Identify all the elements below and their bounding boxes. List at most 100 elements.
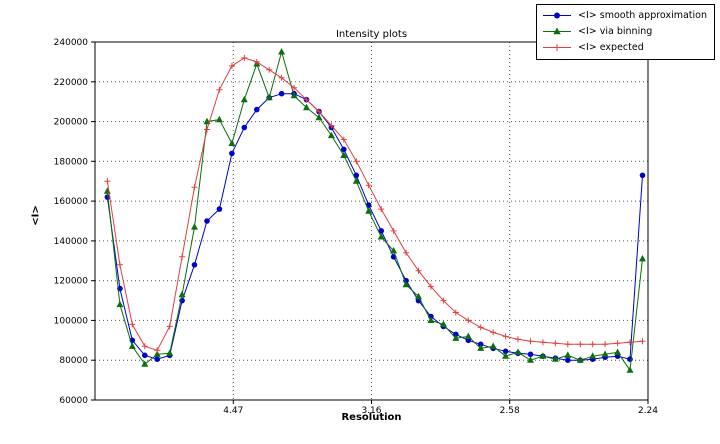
marker-plus-icon xyxy=(216,86,223,93)
marker-triangle-icon xyxy=(153,350,161,357)
legend-item-via-binning: <I> via binning xyxy=(542,24,707,39)
marker-triangle-icon xyxy=(265,93,273,101)
marker-plus-icon xyxy=(452,309,459,316)
marker-circle-icon xyxy=(477,341,484,348)
marker-plus-icon xyxy=(502,333,509,340)
marker-triangle-icon xyxy=(141,360,149,367)
marker-plus-icon xyxy=(378,206,385,213)
marker-circle-icon xyxy=(154,356,160,363)
marker-plus-icon xyxy=(440,297,447,304)
y-tick-label: 120000 xyxy=(54,277,89,287)
marker-triangle-icon xyxy=(514,348,522,355)
marker-plus-icon xyxy=(490,329,497,336)
y-axis-label: <I> xyxy=(30,205,42,226)
marker-triangle-icon xyxy=(240,95,248,103)
marker-plus-icon xyxy=(602,341,609,348)
marker-circle-icon xyxy=(565,357,571,364)
marker-triangle-icon xyxy=(639,255,646,262)
marker-plus-icon xyxy=(191,184,198,191)
legend-swatch-circle-icon xyxy=(543,12,572,19)
marker-plus-icon xyxy=(577,341,584,348)
marker-triangle-icon xyxy=(103,187,111,194)
marker-plus-icon xyxy=(340,136,347,143)
marker-circle-icon xyxy=(216,206,223,212)
marker-plus-icon xyxy=(303,96,310,103)
marker-triangle-icon xyxy=(527,356,534,363)
legend-label: <I> expected xyxy=(578,42,644,53)
marker-circle-icon xyxy=(104,194,111,200)
marker-plus-icon xyxy=(527,338,534,345)
marker-circle-icon xyxy=(639,172,646,179)
marker-triangle-icon xyxy=(315,113,323,121)
marker-triangle-icon xyxy=(427,316,435,323)
marker-circle-icon xyxy=(241,124,248,131)
marker-triangle-icon xyxy=(166,349,174,356)
marker-plus-icon xyxy=(204,126,210,133)
marker-triangle-icon xyxy=(551,355,559,362)
marker-plus-icon xyxy=(415,267,422,274)
y-tick-label: 100000 xyxy=(54,316,89,326)
marker-triangle-icon xyxy=(215,115,223,123)
y-tick-label: 60000 xyxy=(59,396,88,406)
plot-frame xyxy=(94,41,649,401)
marker-triangle-icon xyxy=(564,351,572,358)
marker-plus-icon xyxy=(129,321,136,328)
marker-triangle-icon xyxy=(477,344,485,351)
x-tick-label: 2.58 xyxy=(500,406,520,416)
marker-circle-icon xyxy=(341,146,347,153)
marker-plus-icon xyxy=(253,58,260,65)
x-tick-label: 2.24 xyxy=(638,406,658,416)
legend-label: <I> via binning xyxy=(578,26,653,37)
marker-triangle-icon xyxy=(415,292,422,300)
marker-circle-icon xyxy=(353,172,360,179)
legend-item-smooth-approximation: <I> smooth approximation xyxy=(542,8,707,23)
legend-swatch-plus-icon xyxy=(543,44,572,51)
marker-triangle-icon xyxy=(626,366,634,373)
series-line-1 xyxy=(106,50,643,372)
marker-plus-icon xyxy=(291,84,298,91)
marker-triangle-icon xyxy=(576,356,584,363)
marker-triangle-icon xyxy=(402,280,410,288)
marker-plus-icon xyxy=(228,62,235,69)
marker-triangle-icon xyxy=(377,233,385,240)
marker-plus-icon xyxy=(241,54,248,61)
marker-circle-icon xyxy=(502,348,509,355)
legend: <I> smooth approximation <I> via binning… xyxy=(536,4,715,60)
marker-plus-icon xyxy=(179,253,186,260)
marker-plus-icon xyxy=(278,74,285,81)
y-tick-label: 220000 xyxy=(54,78,89,88)
marker-plus-icon xyxy=(365,182,372,189)
marker-plus-icon xyxy=(166,323,173,330)
x-tick-label: 3.16 xyxy=(361,406,381,416)
marker-circle-icon xyxy=(378,228,385,234)
marker-triangle-icon xyxy=(290,91,298,99)
chart-title: Intensity plots xyxy=(335,29,408,40)
y-tick-label: 80000 xyxy=(59,356,88,366)
marker-circle-icon xyxy=(142,352,148,359)
marker-triangle-icon xyxy=(116,300,124,308)
y-tick-label: 140000 xyxy=(54,237,89,247)
marker-plus-icon xyxy=(104,178,111,185)
marker-triangle-icon xyxy=(601,350,609,357)
marker-plus-icon xyxy=(353,158,360,165)
marker-plus-icon xyxy=(403,249,410,256)
marker-plus-icon xyxy=(564,341,571,348)
marker-triangle-icon xyxy=(352,177,360,184)
marker-triangle-icon xyxy=(452,334,460,341)
marker-plus-icon xyxy=(639,338,646,345)
marker-plus-icon xyxy=(627,339,633,346)
marker-triangle-icon xyxy=(439,320,447,327)
marker-circle-icon xyxy=(253,106,260,113)
marker-plus-icon xyxy=(141,343,148,350)
marker-triangle-icon xyxy=(340,151,348,158)
marker-circle-icon xyxy=(453,331,459,338)
marker-plus-icon xyxy=(266,66,273,73)
marker-plus-icon xyxy=(427,283,434,290)
legend-swatch-triangle-icon xyxy=(543,27,572,35)
y-tick-label: 180000 xyxy=(54,157,89,167)
y-tick-label: 200000 xyxy=(54,118,89,128)
marker-triangle-icon xyxy=(489,342,497,349)
marker-plus-icon xyxy=(614,340,621,347)
legend-item-expected: <I> expected xyxy=(542,40,707,55)
